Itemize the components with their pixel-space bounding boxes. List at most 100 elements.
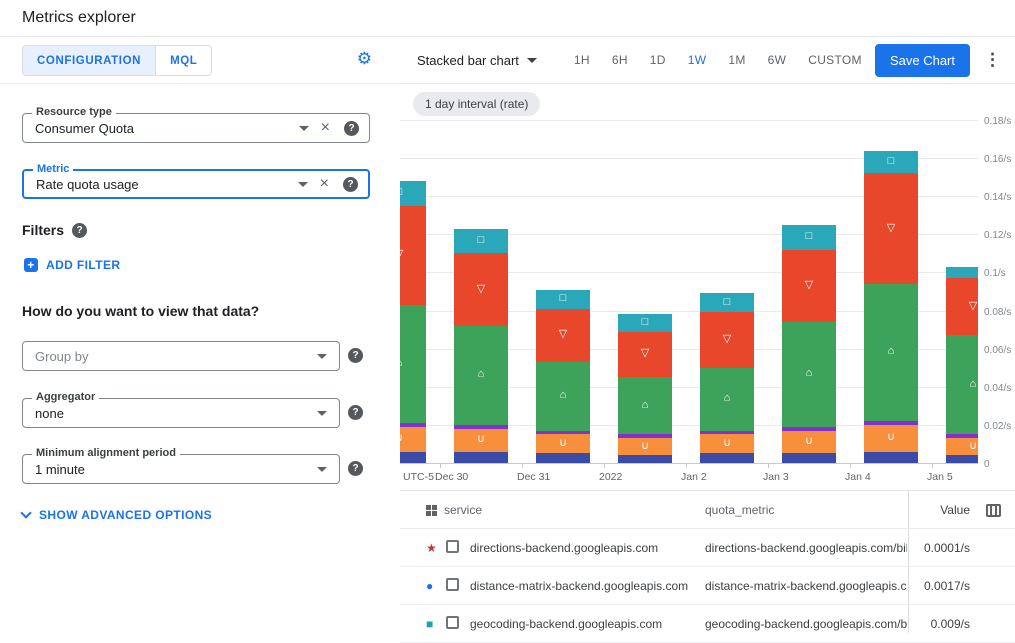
bar-segment-series-green[interactable]: ⌂ — [946, 335, 978, 435]
bar-segment-series-green[interactable]: ⌂ — [782, 322, 836, 427]
bar-segment-series-purple[interactable] — [864, 421, 918, 425]
chevron-down-icon — [20, 507, 32, 519]
column-header-service[interactable]: service — [444, 503, 483, 517]
bar-segment-series-indigo[interactable] — [454, 451, 508, 463]
bar-segment-series-purple[interactable] — [946, 434, 978, 439]
bar-segment-series-orange[interactable]: ∪ — [454, 428, 508, 452]
range-6w[interactable]: 6W — [757, 47, 798, 73]
bar-segment-series-green[interactable]: ⌂ — [864, 283, 918, 422]
bar-segment-series-green[interactable]: ⌂ — [700, 367, 754, 431]
row-checkbox[interactable] — [446, 578, 459, 591]
tab-configuration[interactable]: CONFIGURATION — [22, 45, 157, 76]
series-red-marker-icon: ▽ — [640, 347, 650, 360]
bar-segment-series-green[interactable]: ⌂ — [454, 325, 508, 425]
bar-segment-series-orange[interactable]: ∪ — [536, 434, 590, 454]
bar-segment-series-indigo[interactable] — [946, 455, 978, 463]
y-tick-label: 0.1/s — [984, 268, 1006, 280]
tab-mql[interactable]: MQL — [156, 45, 213, 76]
range-6h[interactable]: 6H — [601, 47, 639, 73]
bar-segment-series-purple[interactable] — [454, 424, 508, 429]
bar-segment-series-orange[interactable]: ∪ — [400, 426, 426, 452]
help-icon[interactable]: ? — [348, 348, 363, 363]
more-options-icon[interactable]: ⋮ — [984, 50, 1001, 69]
bar-segment-series-teal[interactable]: □ — [618, 314, 672, 332]
bar-segment-series-indigo[interactable] — [536, 453, 590, 463]
row-checkbox[interactable] — [446, 540, 459, 553]
bar-segment-series-teal[interactable]: □ — [400, 180, 426, 206]
bar-segment-series-purple[interactable] — [782, 426, 836, 431]
column-header-quota-metric[interactable]: quota_metric — [705, 503, 775, 517]
chart-type-select[interactable]: Stacked bar chart — [417, 53, 537, 68]
chart-panel: Stacked bar chart 1H 6H 1D 1W 1M 6W CUST… — [400, 37, 1015, 643]
clear-icon[interactable]: × — [320, 119, 330, 136]
bar-segment-series-red[interactable]: ▽ — [454, 253, 508, 326]
bar-segment-series-purple[interactable] — [700, 430, 754, 435]
clear-icon[interactable]: × — [319, 175, 329, 192]
alignment-period-select[interactable]: Minimum alignment period 1 minute — [22, 447, 340, 484]
show-advanced-options-button[interactable]: SHOW ADVANCED OPTIONS — [20, 507, 212, 522]
settings-gear-icon[interactable]: ⚙ — [356, 49, 372, 68]
bar-segment-series-orange[interactable]: ∪ — [946, 438, 978, 456]
bar-segment-series-purple[interactable] — [618, 434, 672, 439]
table-row[interactable]: ● distance-matrix-backend.googleapis.com… — [400, 567, 1015, 605]
range-1d[interactable]: 1D — [639, 47, 677, 73]
chevron-down-icon[interactable] — [297, 181, 308, 187]
bar-segment-series-indigo[interactable] — [618, 455, 672, 463]
resource-type-select[interactable]: Resource type Consumer Quota × ? — [22, 106, 370, 143]
range-1m[interactable]: 1M — [717, 47, 756, 73]
metric-select[interactable]: Metric Rate quota usage × ? — [22, 163, 370, 199]
table-row[interactable]: ■ geocoding-backend.googleapis.com geoco… — [400, 605, 1015, 643]
row-checkbox[interactable] — [446, 616, 459, 629]
chevron-down-icon[interactable] — [317, 410, 327, 416]
bar-segment-series-orange[interactable]: ∪ — [700, 434, 754, 454]
range-1w[interactable]: 1W — [677, 47, 718, 73]
help-icon[interactable]: ? — [343, 176, 358, 192]
chevron-down-icon[interactable] — [317, 466, 327, 472]
bar-segment-series-red[interactable]: ▽ — [400, 205, 426, 305]
column-settings-icon[interactable] — [986, 504, 1001, 517]
range-custom[interactable]: CUSTOM — [797, 47, 873, 73]
help-icon[interactable]: ? — [72, 222, 88, 238]
bar-segment-series-indigo[interactable] — [864, 451, 918, 463]
add-filter-button[interactable]: + ADD FILTER — [24, 258, 120, 272]
range-1h[interactable]: 1H — [563, 47, 601, 73]
bar-segment-series-teal[interactable]: □ — [700, 293, 754, 313]
bar-segment-series-red[interactable]: ▽ — [618, 331, 672, 378]
chevron-down-icon[interactable] — [317, 353, 327, 359]
grid-icon[interactable] — [426, 505, 437, 516]
bar-segment-series-red[interactable]: ▽ — [536, 308, 590, 363]
bar-segment-series-orange[interactable]: ∪ — [782, 430, 836, 454]
help-icon[interactable]: ? — [344, 120, 359, 136]
bar-segment-series-teal[interactable] — [946, 266, 978, 279]
table-row[interactable]: ★ directions-backend.googleapis.com dire… — [400, 529, 1015, 567]
bar-segment-series-orange[interactable]: ∪ — [864, 424, 918, 452]
bar-segment-series-teal[interactable]: □ — [454, 228, 508, 254]
bar-segment-series-teal[interactable]: □ — [536, 289, 590, 309]
aggregator-select[interactable]: Aggregator none — [22, 391, 340, 428]
bar-segment-series-red[interactable]: ▽ — [700, 312, 754, 368]
bar-segment-series-teal[interactable]: □ — [782, 224, 836, 250]
service-cell: distance-matrix-backend.googleapis.com — [470, 579, 689, 593]
help-icon[interactable]: ? — [348, 405, 363, 420]
chevron-down-icon[interactable] — [298, 125, 309, 131]
bar-segment-series-red[interactable]: ▽ — [946, 278, 978, 336]
bar-segment-series-green[interactable]: ⌂ — [618, 377, 672, 435]
panel-tabs-row: CONFIGURATION MQL ⚙ — [0, 37, 400, 84]
bar-segment-series-red[interactable]: ▽ — [782, 249, 836, 322]
x-tick-label: Jan 4 — [845, 471, 871, 483]
bar-segment-series-indigo[interactable] — [700, 453, 754, 463]
bar-segment-series-orange[interactable]: ∪ — [618, 438, 672, 456]
bar-segment-series-indigo[interactable] — [782, 453, 836, 463]
bar-segment-series-indigo[interactable] — [400, 451, 426, 463]
save-chart-button[interactable]: Save Chart — [874, 43, 970, 77]
bar-segment-series-red[interactable]: ▽ — [864, 173, 918, 284]
bar-segment-series-green[interactable]: ⌂ — [400, 304, 426, 423]
bar-segment-series-purple[interactable] — [536, 430, 590, 435]
help-icon[interactable]: ? — [348, 461, 363, 476]
column-header-value[interactable]: Value — [940, 503, 970, 517]
group-by-select[interactable]: Group by — [22, 341, 340, 371]
bar-segment-series-teal[interactable]: □ — [864, 150, 918, 174]
bar-segment-series-green[interactable]: ⌂ — [536, 362, 590, 431]
bar-segment-series-purple[interactable] — [400, 423, 426, 427]
